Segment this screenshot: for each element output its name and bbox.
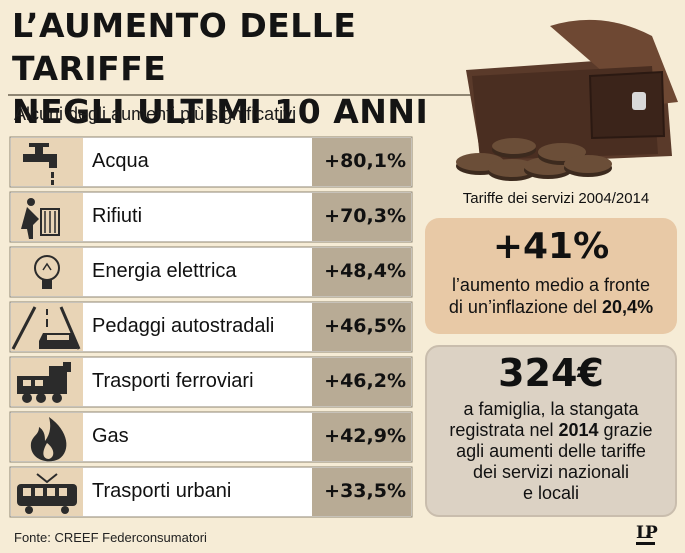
row-label: Trasporti ferroviari [92, 370, 254, 392]
page-title: L’AUMENTO DELLE TARIFFE NEGLI ULTIMI 10 … [12, 4, 512, 133]
family-cost-line-4: dei servizi nazionali [472, 462, 630, 482]
inflation-value: 20,4% [602, 297, 654, 317]
row-label: Rifiuti [92, 205, 143, 227]
row-label: Trasporti urbani [92, 480, 232, 502]
source-note: Fonte: CREEF Federconsumatori [14, 530, 207, 545]
value-bar [312, 468, 411, 516]
row-value: +46,2% [324, 370, 406, 392]
flame-icon [30, 417, 67, 462]
average-increase-line-2: di un’inflazione del 20,4% [425, 296, 677, 318]
icon-cell [11, 193, 83, 241]
family-cost-line-2: registrata nel 2014 grazie [427, 420, 675, 441]
row-value: +70,3% [324, 205, 406, 227]
tap-icon [23, 143, 57, 185]
row-value: +33,5% [324, 480, 406, 502]
row-value: +46,5% [324, 315, 406, 337]
average-increase-text: l’aumento medio a fronte di un’inflazion… [425, 274, 677, 318]
title-line-1: L’AUMENTO DELLE TARIFFE [12, 6, 357, 88]
table-row [9, 356, 413, 408]
value-bar [312, 413, 411, 461]
row-value: +42,9% [324, 425, 406, 447]
family-cost-text: a famiglia, la stangata registrata nel 2… [427, 399, 675, 504]
row-label: Gas [92, 425, 129, 447]
value-bar [312, 303, 411, 351]
table-row [9, 466, 413, 518]
trash-bin-icon [21, 198, 60, 239]
title-line-2: NEGLI ULTIMI 10 ANNI [12, 92, 429, 131]
table-row [9, 411, 413, 463]
family-cost-line-1: a famiglia, la stangata [463, 399, 639, 419]
subtitle: Alcuni degli aumenti più significativi [14, 104, 297, 124]
row-value: +48,4% [324, 260, 406, 282]
wallet-icon [456, 19, 678, 181]
inflation-prefix: di un’inflazione del [448, 297, 603, 317]
value-bar [312, 138, 411, 186]
row-label: Pedaggi autostradali [92, 315, 275, 337]
row-label: Energia elettrica [92, 260, 237, 282]
table-row [9, 246, 413, 298]
table-row [9, 301, 413, 353]
highway-car-icon [11, 306, 81, 350]
family-cost-value: 324€ [498, 351, 604, 395]
value-bar [312, 248, 411, 296]
table-row [9, 191, 413, 243]
average-increase-line-1: l’aumento medio a fronte [451, 275, 651, 295]
table-row [9, 136, 413, 188]
row-value: +80,1% [324, 150, 406, 172]
publisher-logo: LP [636, 523, 658, 545]
year-prefix: registrata nel [449, 420, 559, 440]
tram-icon [17, 473, 77, 514]
year-suffix: grazie [598, 420, 653, 440]
average-increase-value: +41% [492, 226, 610, 267]
average-increase-box: +41% l’aumento medio a fronte di un’infl… [425, 218, 677, 334]
row-label: Acqua [92, 150, 149, 172]
family-cost-box: 324€ a famiglia, la stangata registrata … [425, 345, 677, 517]
year-value: 2014 [558, 420, 599, 440]
family-cost-line-3: agli aumenti delle tariffe [456, 441, 646, 461]
wallet-caption: Tariffe dei servizi 2004/2014 [462, 190, 650, 207]
title-divider [8, 94, 478, 96]
lightbulb-icon [34, 255, 60, 289]
train-icon [17, 362, 71, 403]
family-cost-line-5: e locali [522, 483, 580, 503]
value-bar [312, 193, 411, 241]
value-bar [312, 358, 411, 406]
